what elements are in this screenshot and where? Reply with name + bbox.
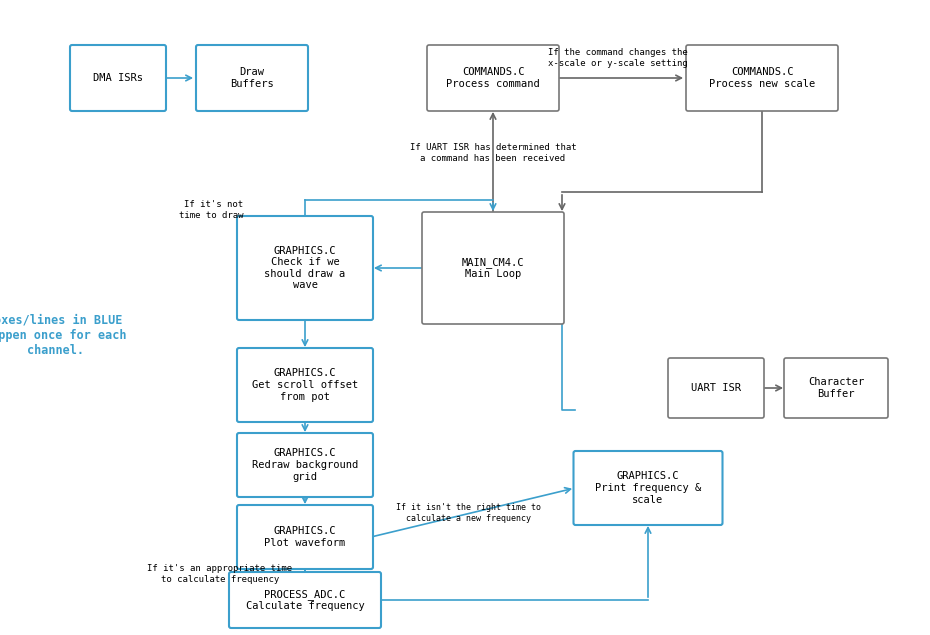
FancyBboxPatch shape [237, 216, 373, 320]
Text: COMMANDS.C
Process new scale: COMMANDS.C Process new scale [709, 67, 815, 89]
Text: GRAPHICS.C
Check if we
should draw a
wave: GRAPHICS.C Check if we should draw a wav… [264, 246, 346, 290]
Text: GRAPHICS.C
Redraw background
grid: GRAPHICS.C Redraw background grid [252, 448, 358, 481]
FancyBboxPatch shape [574, 451, 723, 525]
FancyBboxPatch shape [237, 433, 373, 497]
Text: Character
Buffer: Character Buffer [808, 377, 864, 399]
FancyBboxPatch shape [427, 45, 559, 111]
Text: GRAPHICS.C
Get scroll offset
from pot: GRAPHICS.C Get scroll offset from pot [252, 368, 358, 401]
FancyBboxPatch shape [237, 505, 373, 569]
Text: Draw
Buffers: Draw Buffers [230, 67, 273, 89]
FancyBboxPatch shape [668, 358, 764, 418]
Text: GRAPHICS.C
Plot waveform: GRAPHICS.C Plot waveform [264, 526, 346, 548]
Text: UART ISR: UART ISR [691, 383, 741, 393]
FancyBboxPatch shape [196, 45, 308, 111]
FancyBboxPatch shape [784, 358, 888, 418]
Text: If it's not
time to draw: If it's not time to draw [179, 200, 243, 220]
FancyBboxPatch shape [70, 45, 166, 111]
Text: If UART ISR has determined that
a command has been received: If UART ISR has determined that a comman… [410, 144, 577, 163]
FancyBboxPatch shape [237, 348, 373, 422]
Text: GRAPHICS.C
Print frequency &
scale: GRAPHICS.C Print frequency & scale [595, 471, 701, 505]
Text: PROCESS_ADC.C
Calculate frequency: PROCESS_ADC.C Calculate frequency [246, 589, 365, 612]
Text: Boxes/lines in BLUE
happen once for each
channel.: Boxes/lines in BLUE happen once for each… [0, 314, 126, 356]
FancyBboxPatch shape [422, 212, 564, 324]
Text: COMMANDS.C
Process command: COMMANDS.C Process command [446, 67, 540, 89]
Text: MAIN_CM4.C
Main Loop: MAIN_CM4.C Main Loop [462, 257, 525, 279]
FancyBboxPatch shape [686, 45, 838, 111]
Text: If the command changes the
x-scale or y-scale setting: If the command changes the x-scale or y-… [548, 48, 688, 68]
Text: If it isn't the right time to
calculate a new frequency: If it isn't the right time to calculate … [395, 504, 540, 523]
Text: If it's an appropriate time
to calculate frequency: If it's an appropriate time to calculate… [148, 565, 293, 584]
Text: DMA ISRs: DMA ISRs [93, 73, 143, 83]
FancyBboxPatch shape [229, 572, 381, 628]
